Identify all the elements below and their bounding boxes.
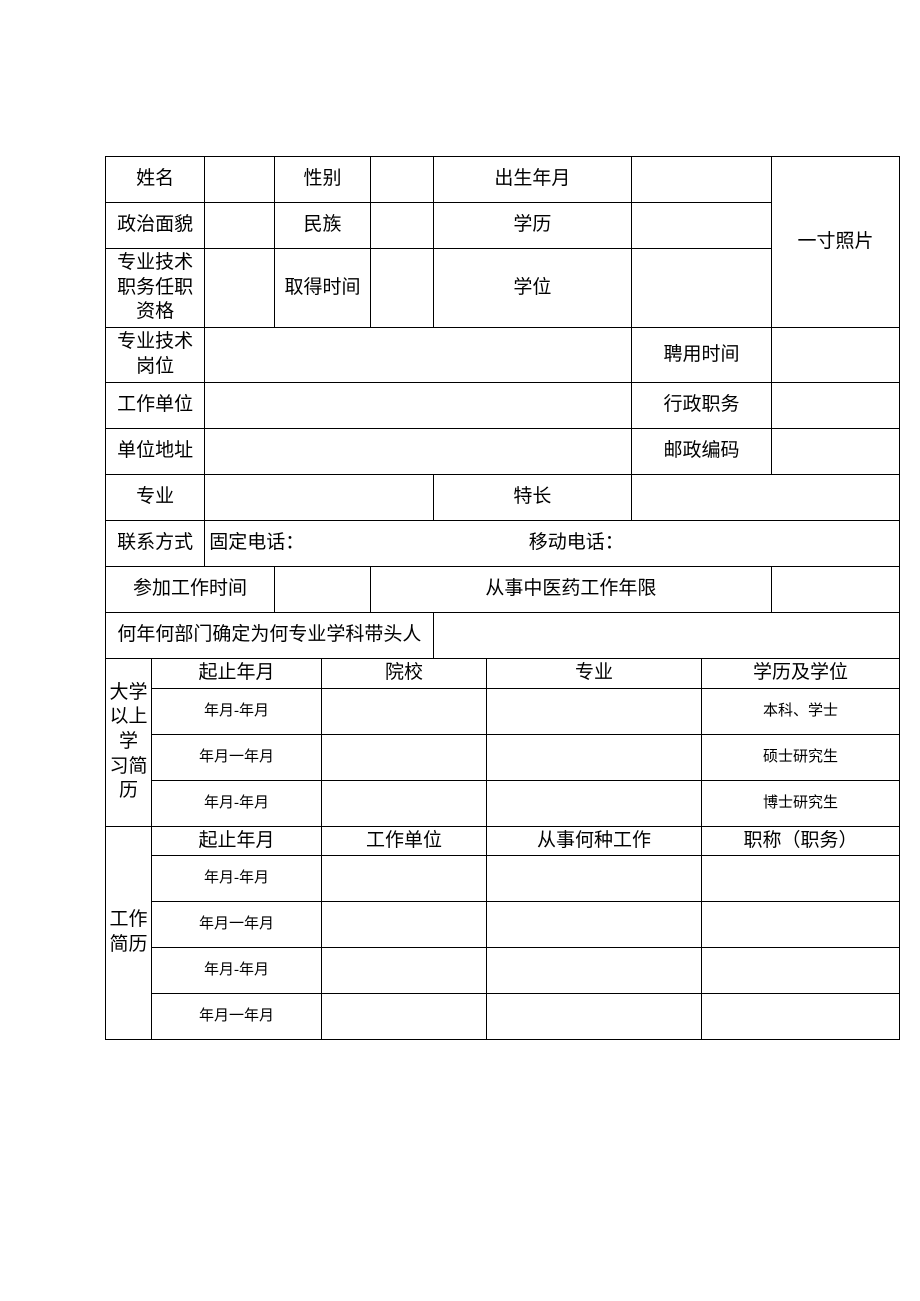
edu-period-1[interactable]: 年月-年月: [152, 688, 322, 734]
edu-major-1[interactable]: [487, 688, 702, 734]
work-employer-3[interactable]: [322, 948, 487, 994]
work-period-2[interactable]: 年月一年月: [152, 902, 322, 948]
label-admin-position: 行政职务: [632, 383, 772, 429]
edu-school-2[interactable]: [322, 734, 487, 780]
label-employ-time: 聘用时间: [632, 328, 772, 383]
label-tcm-years: 从事中医药工作年限: [370, 567, 771, 613]
label-landline: 固定电话：: [209, 531, 304, 556]
field-admin-position[interactable]: [772, 383, 900, 429]
label-edu-history: 大学 以上学 习简历: [106, 659, 152, 827]
personnel-form-table: 姓名 性别 出生年月 一寸照片 政治面貌 民族 学历 专业技术 职务任职 资格 …: [105, 156, 900, 1040]
edu-school-1[interactable]: [322, 688, 487, 734]
label-postal-code: 邮政编码: [632, 429, 772, 475]
edu-period-3[interactable]: 年月-年月: [152, 780, 322, 826]
field-birth[interactable]: [632, 157, 772, 203]
label-tech-title: 专业技术 职务任职 资格: [106, 249, 205, 328]
field-specialty[interactable]: [205, 475, 434, 521]
field-political[interactable]: [205, 203, 275, 249]
field-name[interactable]: [205, 157, 275, 203]
field-postal-code[interactable]: [772, 429, 900, 475]
work-type-1[interactable]: [487, 856, 702, 902]
label-gender: 性别: [275, 157, 371, 203]
field-contact[interactable]: 固定电话： 移动电话：: [205, 521, 900, 567]
label-work-employer: 工作单位: [322, 826, 487, 856]
field-tech-title[interactable]: [205, 249, 275, 328]
label-job-title: 职称（职务）: [702, 826, 900, 856]
label-name: 姓名: [106, 157, 205, 203]
field-obtain-time[interactable]: [370, 249, 433, 328]
label-edu-period: 起止年月: [152, 659, 322, 689]
photo-area: 一寸照片: [772, 157, 900, 328]
label-work-history: 工作 简历: [106, 826, 152, 1040]
work-employer-1[interactable]: [322, 856, 487, 902]
label-tech-position: 专业技术 岗位: [106, 328, 205, 383]
work-employer-4[interactable]: [322, 994, 487, 1040]
label-work-type: 从事何种工作: [487, 826, 702, 856]
work-title-4[interactable]: [702, 994, 900, 1040]
field-tech-position[interactable]: [205, 328, 632, 383]
label-work-unit: 工作单位: [106, 383, 205, 429]
field-work-unit[interactable]: [205, 383, 632, 429]
edu-degree-3: 博士研究生: [702, 780, 900, 826]
edu-period-2[interactable]: 年月一年月: [152, 734, 322, 780]
label-leader-question: 何年何部门确定为何专业学科带头人: [106, 613, 434, 659]
work-title-3[interactable]: [702, 948, 900, 994]
label-specialty: 专业: [106, 475, 205, 521]
work-employer-2[interactable]: [322, 902, 487, 948]
work-period-1[interactable]: 年月-年月: [152, 856, 322, 902]
field-gender[interactable]: [370, 157, 433, 203]
work-period-3[interactable]: 年月-年月: [152, 948, 322, 994]
label-obtain-time: 取得时间: [275, 249, 371, 328]
work-type-3[interactable]: [487, 948, 702, 994]
label-unit-address: 单位地址: [106, 429, 205, 475]
field-education[interactable]: [632, 203, 772, 249]
label-edu-school: 院校: [322, 659, 487, 689]
label-work-period: 起止年月: [152, 826, 322, 856]
edu-school-3[interactable]: [322, 780, 487, 826]
label-education: 学历: [433, 203, 631, 249]
field-unit-address[interactable]: [205, 429, 632, 475]
work-type-4[interactable]: [487, 994, 702, 1040]
edu-degree-2: 硕士研究生: [702, 734, 900, 780]
label-ethnicity: 民族: [275, 203, 371, 249]
field-leader-question[interactable]: [433, 613, 899, 659]
label-political: 政治面貌: [106, 203, 205, 249]
field-ethnicity[interactable]: [370, 203, 433, 249]
field-expertise[interactable]: [632, 475, 900, 521]
field-employ-time[interactable]: [772, 328, 900, 383]
label-edu-degree: 学历及学位: [702, 659, 900, 689]
label-contact: 联系方式: [106, 521, 205, 567]
work-title-1[interactable]: [702, 856, 900, 902]
label-birth: 出生年月: [433, 157, 631, 203]
label-expertise: 特长: [433, 475, 631, 521]
field-tcm-years[interactable]: [772, 567, 900, 613]
field-work-start[interactable]: [275, 567, 371, 613]
work-type-2[interactable]: [487, 902, 702, 948]
label-edu-major: 专业: [487, 659, 702, 689]
label-work-start: 参加工作时间: [106, 567, 275, 613]
edu-degree-1: 本科、学士: [702, 688, 900, 734]
label-degree: 学位: [433, 249, 631, 328]
edu-major-3[interactable]: [487, 780, 702, 826]
work-period-4[interactable]: 年月一年月: [152, 994, 322, 1040]
edu-major-2[interactable]: [487, 734, 702, 780]
work-title-2[interactable]: [702, 902, 900, 948]
field-degree[interactable]: [632, 249, 772, 328]
label-mobile: 移动电话：: [529, 531, 624, 556]
